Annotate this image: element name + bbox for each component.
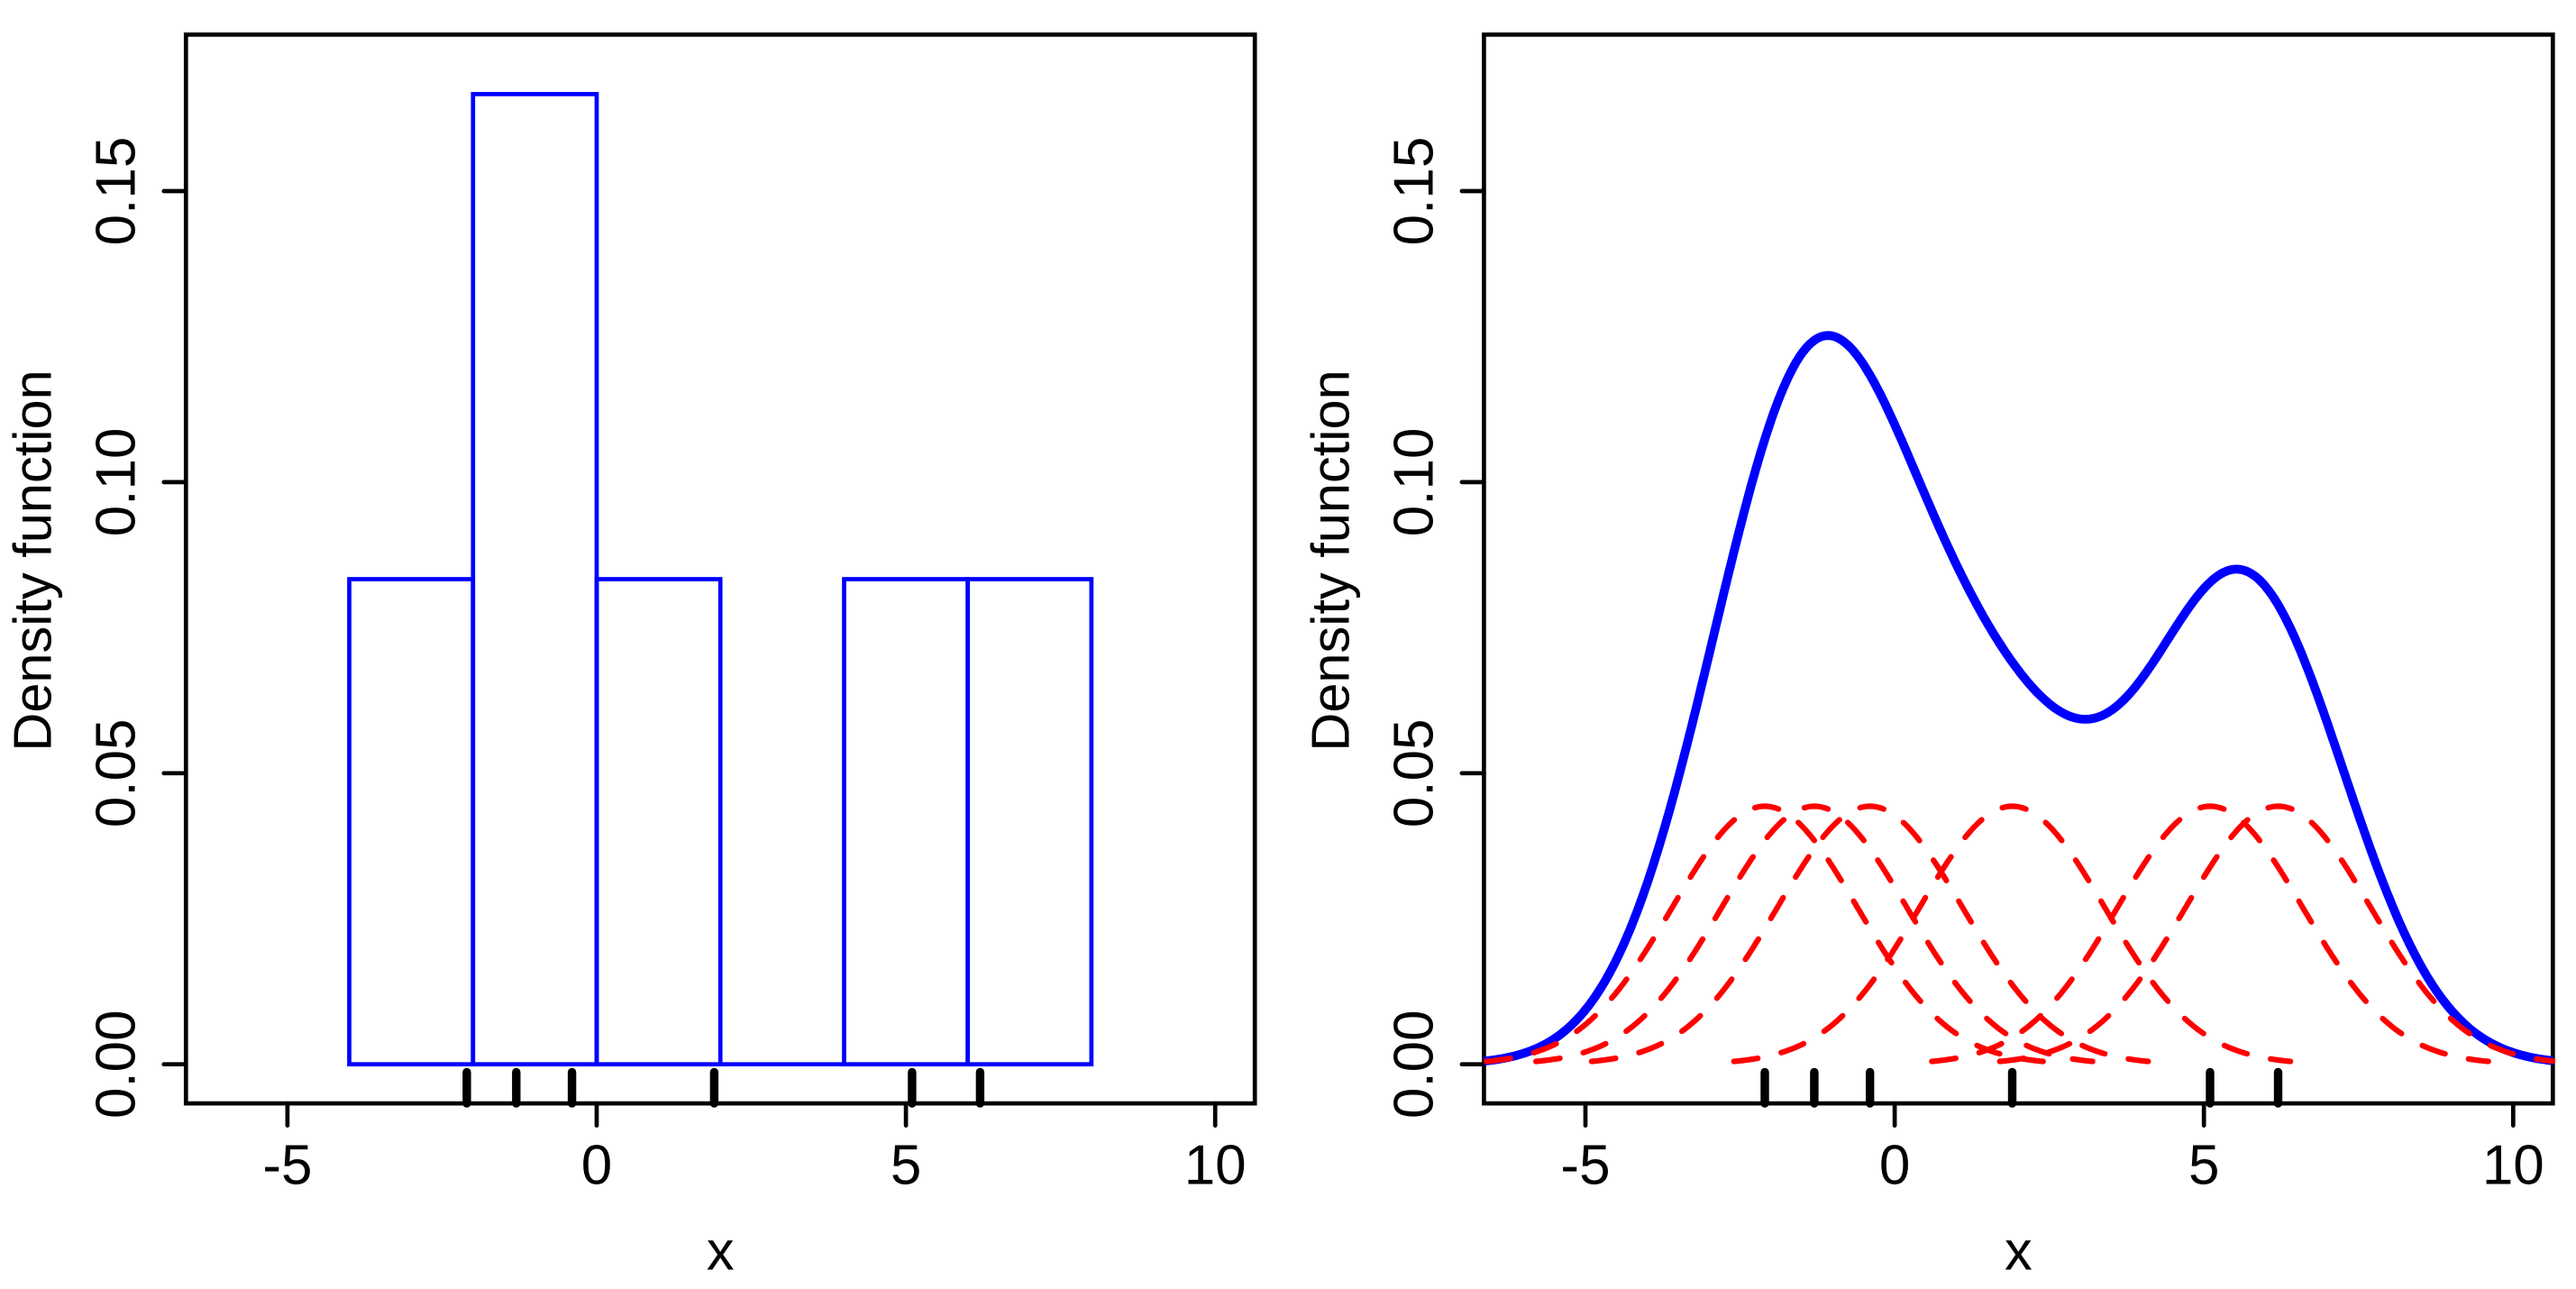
svg-text:0.00: 0.00: [1384, 1010, 1446, 1119]
svg-text:5: 5: [2188, 1135, 2219, 1197]
svg-text:10: 10: [2482, 1135, 2544, 1197]
svg-text:Density function: Density function: [1301, 370, 1361, 751]
svg-text:x: x: [2005, 1220, 2032, 1282]
svg-text:0: 0: [1879, 1135, 1910, 1197]
svg-text:0.10: 0.10: [85, 428, 147, 537]
svg-text:Density function: Density function: [3, 370, 63, 751]
svg-text:0.05: 0.05: [1384, 718, 1446, 827]
svg-text:0: 0: [581, 1135, 612, 1197]
svg-text:0.05: 0.05: [85, 718, 147, 827]
svg-text:0.10: 0.10: [1384, 428, 1446, 537]
svg-text:0.15: 0.15: [1384, 137, 1446, 246]
svg-text:-5: -5: [262, 1135, 312, 1197]
svg-text:10: 10: [1184, 1135, 1247, 1197]
svg-text:0.15: 0.15: [85, 137, 147, 246]
svg-text:-5: -5: [1560, 1135, 1610, 1197]
svg-text:5: 5: [891, 1135, 921, 1197]
svg-text:0.00: 0.00: [85, 1010, 147, 1119]
svg-text:x: x: [707, 1220, 735, 1282]
